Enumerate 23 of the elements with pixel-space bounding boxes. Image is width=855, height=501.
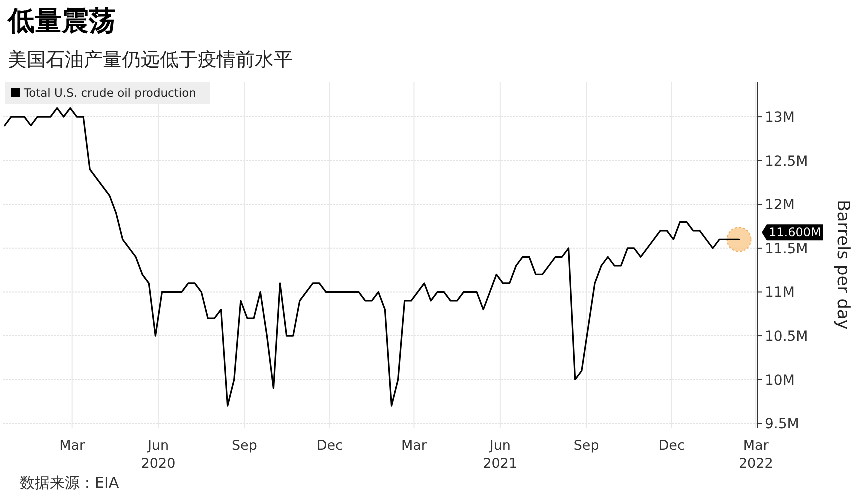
y-tick-label: 12.5M [765, 154, 808, 170]
x-tick-label: Jun 2021 [483, 438, 518, 472]
y-tick-label: 10M [765, 372, 795, 389]
x-tick-label: Sep [232, 438, 258, 454]
annotation: 11.600M [769, 226, 822, 240]
chart-subtitle: 美国石油产量仍远低于疫情前水平 [8, 49, 293, 71]
x-tick-label: Dec [316, 438, 343, 454]
chart-title: 低量震荡 [7, 6, 116, 37]
y-tick-label: 10.5M [765, 329, 808, 346]
y-tick-label: 12M [765, 198, 795, 214]
source-note: 数据来源：EIA [20, 474, 120, 492]
y-tick-label: 13M [765, 110, 795, 126]
x-tick-label: Mar [401, 438, 428, 454]
x-tick-label: Jun 2020 [141, 438, 176, 472]
x-tick-label: Mar 2022 [738, 438, 774, 472]
y-tick-label: 11.5M [765, 241, 808, 258]
y-tick-label: 11M [765, 285, 795, 302]
x-tick-label: Dec [658, 438, 685, 454]
y-axis-title: Barrels per day [833, 200, 853, 330]
y-tick-label: 9.5M [765, 416, 800, 433]
legend-label: Total U.S. crude oil production [23, 86, 196, 100]
x-tick-label: Sep [574, 438, 600, 454]
x-tick-label: Mar [60, 438, 86, 454]
